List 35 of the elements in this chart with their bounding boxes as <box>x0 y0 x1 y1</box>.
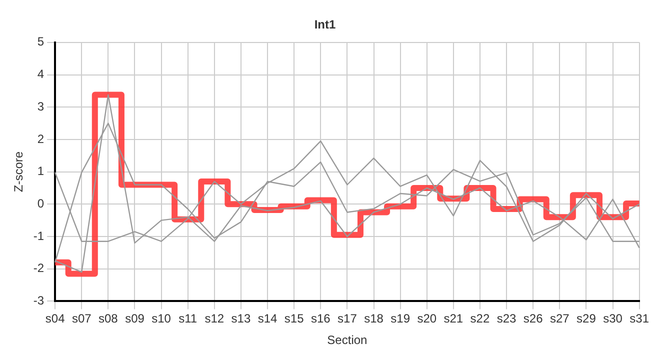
chart-title: Int1 <box>314 18 336 32</box>
y-tick-label: -1 <box>33 228 44 243</box>
y-tick-label: -2 <box>33 261 44 276</box>
x-tick-label: s09 <box>125 312 145 326</box>
x-tick-label: s16 <box>310 312 331 326</box>
x-tick-label: s23 <box>496 312 517 326</box>
x-tick-label: s29 <box>576 312 596 326</box>
x-tick-label: s30 <box>603 312 623 326</box>
x-tick-label: s11 <box>178 312 198 326</box>
x-axis-title: Section <box>327 333 368 348</box>
y-tick-label: 3 <box>37 99 44 114</box>
x-tick-label: s19 <box>390 312 410 326</box>
x-tick-label: s12 <box>204 312 224 326</box>
x-tick-label: s15 <box>284 312 304 326</box>
y-tick-label: 0 <box>37 196 44 210</box>
y-tick-label: -3 <box>33 294 44 308</box>
x-tick-label: s14 <box>258 312 278 326</box>
x-tick-label: s27 <box>550 312 570 326</box>
y-tick-label: 1 <box>37 164 44 178</box>
y-tick-label: 4 <box>37 67 44 82</box>
x-tick-label: s13 <box>231 312 251 326</box>
x-tick-label: s08 <box>98 312 118 326</box>
x-tick-label: s21 <box>444 312 464 326</box>
y-tick-label: 5 <box>37 34 44 49</box>
x-tick-label: s04 <box>45 312 66 326</box>
x-tick-label: s17 <box>338 312 358 326</box>
x-tick-label: s10 <box>152 312 172 326</box>
y-axis-title: Z-score <box>12 151 26 192</box>
x-tick-label: s31 <box>630 312 650 326</box>
x-tick-label: s18 <box>364 312 384 326</box>
x-tick-label: s07 <box>72 312 92 326</box>
x-tick-label: s26 <box>523 312 544 326</box>
x-tick-label: s20 <box>417 312 437 326</box>
y-tick-label: 2 <box>37 132 44 146</box>
x-tick-label: s22 <box>470 312 490 326</box>
